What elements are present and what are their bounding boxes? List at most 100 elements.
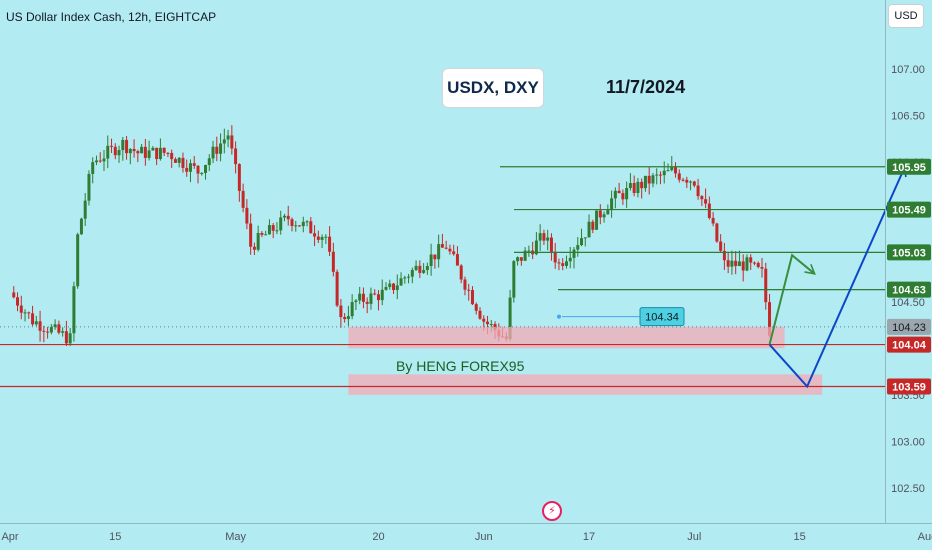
candle-body	[298, 225, 302, 227]
candle-body	[215, 146, 219, 154]
candle-body	[658, 174, 662, 176]
level-price-label: 104.04	[892, 340, 927, 352]
candle-body	[128, 149, 132, 154]
candle-body	[173, 159, 177, 163]
candle-body	[726, 260, 730, 267]
candle-body	[576, 245, 580, 250]
candle-body	[335, 271, 339, 306]
candle-body	[568, 257, 572, 262]
candle-body	[628, 183, 632, 189]
price-marker-dot	[557, 314, 561, 319]
candle-body	[267, 225, 271, 235]
candle-body	[94, 160, 98, 163]
time-tick-label: Jun	[475, 531, 493, 543]
candle-body	[482, 318, 486, 322]
candle-body	[27, 312, 31, 314]
candle-body	[621, 193, 625, 200]
candle-body	[707, 203, 711, 218]
time-tick-label: Apr	[1, 531, 18, 543]
candle-body	[538, 233, 542, 241]
candle-body	[61, 331, 65, 333]
candle-body	[429, 254, 433, 266]
candle-body	[414, 265, 418, 270]
level-price-box	[887, 336, 931, 353]
candle-body	[625, 188, 629, 200]
candle-body	[422, 270, 426, 273]
price-axis: 102.50103.00103.50104.00104.50105.00105.…	[885, 0, 931, 523]
candle-body	[339, 305, 343, 318]
candle-body	[64, 331, 68, 344]
candle-body	[459, 265, 463, 280]
candle-body	[346, 316, 350, 320]
candle-body	[181, 157, 185, 168]
candle-body	[331, 251, 335, 272]
candle-body	[147, 150, 151, 158]
candle-body	[440, 244, 444, 248]
candle-body	[49, 327, 53, 333]
candle-body	[580, 238, 584, 246]
candle-body	[286, 215, 290, 220]
candle-body	[219, 143, 223, 154]
support-zone	[348, 326, 785, 349]
candle-body	[542, 233, 546, 241]
candle-body	[685, 179, 689, 183]
candle-body	[53, 324, 57, 328]
candle-body	[666, 170, 670, 172]
projection-blue	[768, 165, 907, 389]
candle-body	[241, 190, 245, 208]
candle-body	[245, 207, 249, 224]
candle-body	[320, 237, 324, 240]
candle-body	[282, 215, 286, 218]
candles-layer	[12, 125, 772, 347]
candle-body	[376, 294, 380, 301]
level-price-label: 104.63	[892, 285, 926, 297]
candle-body	[204, 165, 208, 173]
candle-body	[598, 210, 602, 218]
last-price-box	[887, 318, 931, 335]
candle-body	[399, 278, 403, 286]
candle-body	[745, 257, 749, 271]
candle-body	[350, 302, 354, 317]
lightning-icon[interactable]: ⚡	[542, 501, 562, 521]
candle-body	[557, 262, 561, 264]
candle-body	[294, 225, 298, 227]
candle-body	[719, 241, 723, 251]
candle-body	[610, 198, 614, 211]
candle-body	[696, 185, 700, 197]
candle-body	[12, 292, 16, 298]
candle-body	[587, 221, 591, 238]
candle-body	[79, 218, 83, 235]
candle-body	[749, 257, 753, 263]
author-annotation: By HENG FOREX95	[396, 358, 525, 374]
candle-body	[444, 247, 448, 249]
date-annotation: 11/7/2024	[606, 77, 686, 97]
candle-body	[38, 321, 42, 331]
candle-body	[640, 181, 644, 189]
candle-body	[72, 286, 76, 334]
candle-body	[324, 236, 328, 238]
candle-body	[106, 145, 110, 159]
candle-body	[512, 261, 516, 298]
candle-body	[486, 321, 490, 325]
candle-body	[583, 237, 587, 239]
candle-body	[523, 250, 527, 261]
candle-body	[23, 312, 27, 314]
candle-body	[42, 330, 46, 332]
currency-button[interactable]: USD	[888, 4, 924, 28]
candle-body	[752, 262, 756, 264]
candle-body	[226, 135, 230, 140]
candle-body	[546, 237, 550, 241]
candle-body	[143, 146, 147, 158]
projections-layer	[768, 165, 907, 389]
level-price-box	[887, 244, 931, 261]
candle-body	[361, 293, 365, 302]
candle-body	[177, 157, 181, 163]
candle-body	[188, 163, 192, 172]
candle-body	[328, 236, 332, 252]
price-tick-label: 106.50	[891, 111, 925, 123]
projection-green	[768, 253, 816, 345]
candle-body	[19, 305, 23, 313]
candle-body	[433, 254, 437, 260]
candle-body	[602, 214, 606, 218]
